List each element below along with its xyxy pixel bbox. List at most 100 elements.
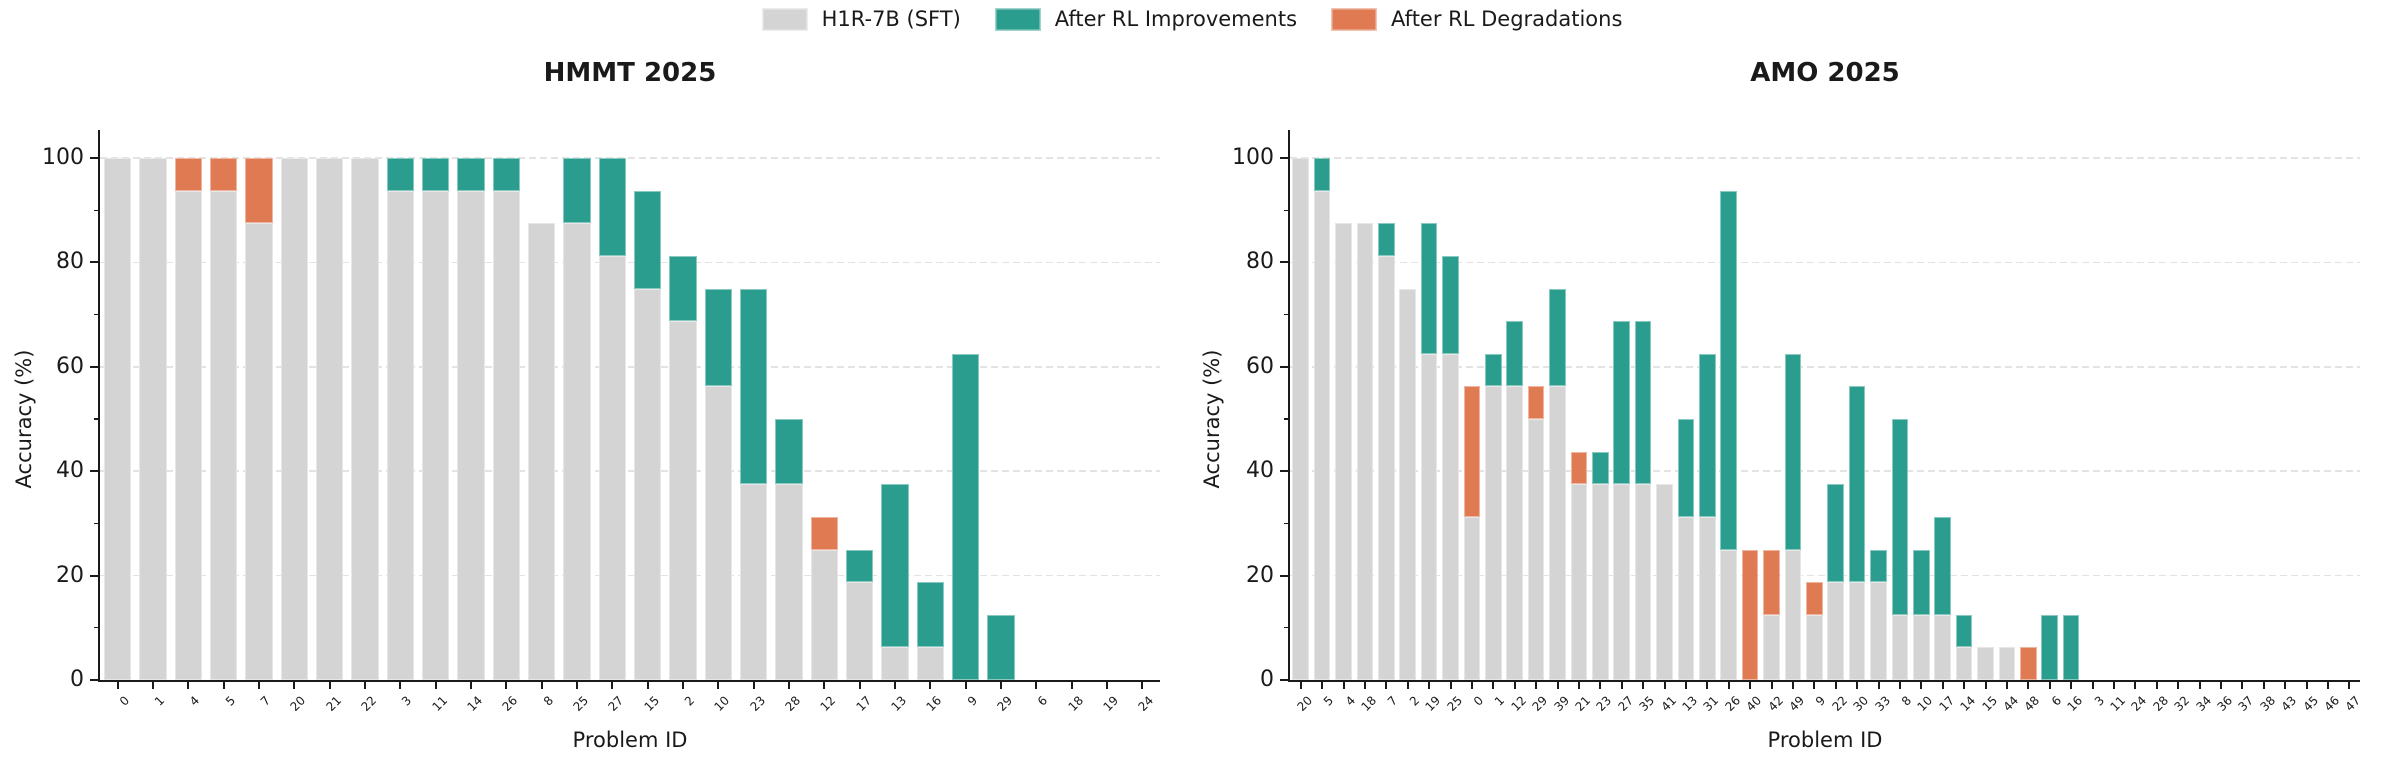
- x-axis-label-hmmt: Problem ID: [572, 728, 688, 752]
- x-tick: [2241, 682, 2244, 689]
- bar-improvement: [1955, 614, 1973, 648]
- y-axis-label-amo: Accuracy (%): [1200, 349, 1224, 489]
- y-tick: [1280, 470, 1289, 473]
- x-tick: [1449, 682, 1452, 689]
- y-tick-label: 20: [1246, 562, 1274, 588]
- x-tick: [2005, 682, 2008, 689]
- x-tick: [2305, 682, 2308, 689]
- bar-sft: [1763, 614, 1780, 680]
- x-tick: [823, 682, 826, 689]
- bar-improvement: [633, 190, 662, 289]
- x-tick-label: 38: [2257, 693, 2278, 714]
- y-tick-label: 100: [42, 145, 84, 170]
- x-tick-label: 20: [287, 693, 309, 714]
- bar-improvement: [421, 158, 450, 191]
- x-tick: [2326, 682, 2329, 689]
- x-tick-label: 21: [323, 693, 344, 714]
- x-tick: [964, 682, 967, 689]
- bar-improvement: [1549, 288, 1566, 387]
- bar-improvement: [1870, 549, 1887, 583]
- x-tick: [858, 682, 861, 689]
- x-tick-label: 39: [1550, 693, 1572, 714]
- degradations-color-swatch: [1331, 8, 1378, 31]
- bar-improvement: [951, 353, 980, 680]
- x-tick: [2070, 682, 2073, 689]
- y-tick: [90, 679, 99, 681]
- x-tick: [1492, 682, 1495, 689]
- x-tick-label: 21: [1572, 693, 1594, 714]
- x-tick: [2262, 682, 2265, 689]
- bar-sft: [775, 484, 803, 680]
- x-tick: [1599, 682, 1602, 689]
- x-tick: [1299, 682, 1302, 689]
- x-tick: [1834, 682, 1837, 689]
- y-gridline: [100, 470, 1160, 472]
- bar-sft: [1656, 484, 1673, 680]
- bar-sft: [881, 647, 909, 680]
- x-tick-label: 35: [1636, 693, 1658, 714]
- y-tick: [90, 470, 99, 473]
- bar-sft: [598, 255, 627, 680]
- x-tick: [1813, 682, 1816, 689]
- bar-sft: [1806, 614, 1823, 680]
- y-minor-tick: [94, 522, 99, 525]
- y-tick-label: 80: [1246, 249, 1274, 275]
- x-tick: [293, 682, 296, 689]
- x-tick: [611, 682, 614, 689]
- bar-degradation: [1741, 549, 1759, 680]
- x-tick: [929, 682, 932, 689]
- bar-degradation: [174, 158, 203, 191]
- bar-sft: [810, 549, 839, 680]
- y-tick: [1280, 261, 1289, 264]
- bar-sft: [1378, 255, 1395, 680]
- legend-item-degradations: After RL Degradations: [1331, 8, 1622, 31]
- bar-degradation: [209, 158, 238, 191]
- x-tick: [1035, 682, 1038, 689]
- x-tick-label: 28: [2150, 693, 2171, 714]
- y-tick-label: 80: [56, 249, 84, 275]
- x-tick-label: 32: [2171, 693, 2193, 714]
- x-tick: [1898, 682, 1901, 689]
- x-tick-label: 36: [2214, 693, 2236, 714]
- bar-sft: [1420, 353, 1438, 680]
- bar-improvement: [1634, 321, 1652, 485]
- x-tick-label: 4: [1342, 693, 1358, 709]
- x-tick: [1141, 682, 1144, 689]
- x-tick: [2219, 682, 2222, 689]
- x-tick-label: 18: [1358, 693, 1380, 714]
- x-tick-label: 17: [853, 693, 874, 714]
- x-tick: [2284, 682, 2287, 689]
- bar-sft: [280, 158, 309, 680]
- bar-degradation: [1570, 451, 1588, 485]
- x-tick-label: 12: [817, 693, 839, 714]
- y-axis-spine: [98, 130, 100, 682]
- x-tick-label: 42: [1764, 693, 1786, 714]
- x-tick: [1770, 682, 1773, 689]
- bar-improvement: [881, 484, 909, 648]
- bar-sft: [1549, 386, 1566, 680]
- x-tick: [2198, 682, 2201, 689]
- y-axis-spine: [1288, 130, 1290, 682]
- x-tick: [1470, 682, 1473, 689]
- y-minor-tick: [1284, 418, 1289, 420]
- x-tick: [2155, 682, 2158, 689]
- bar-improvement: [1784, 353, 1802, 550]
- x-tick-label: 31: [1700, 693, 1722, 714]
- x-axis-label-amo: Problem ID: [1767, 728, 1883, 752]
- bar-sft: [669, 321, 697, 680]
- bar-improvement: [1934, 516, 1952, 615]
- y-gridline: [1290, 470, 2360, 472]
- x-tick: [1856, 682, 1859, 689]
- bar-sft: [1891, 614, 1909, 680]
- y-minor-tick: [94, 418, 99, 420]
- bar-improvement: [563, 158, 591, 224]
- bar-improvement: [669, 255, 697, 322]
- x-tick: [152, 682, 154, 689]
- x-tick-label: 10: [1914, 693, 1936, 714]
- bar-sft: [563, 223, 591, 680]
- bar-sft: [1335, 223, 1352, 680]
- x-tick-label: 29: [1529, 693, 1551, 714]
- bar-sft: [1634, 484, 1652, 680]
- bar-degradation: [1527, 386, 1545, 419]
